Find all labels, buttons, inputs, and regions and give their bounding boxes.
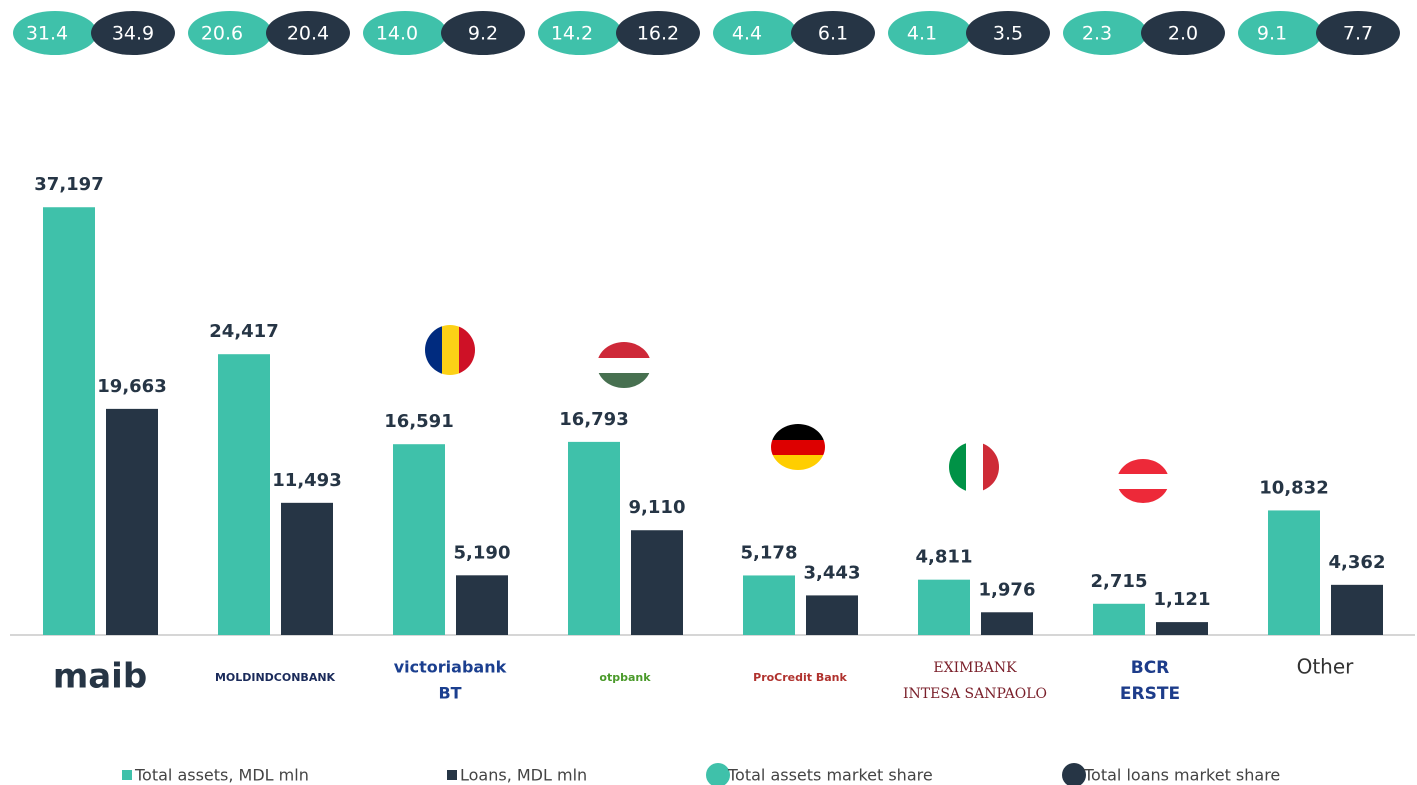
value-label: 1,121 [1154,589,1211,610]
flag-romania [425,325,475,375]
x-tick-label: victoriabank [394,658,507,677]
share-label: 4.1 [907,23,937,45]
legend-swatch [1062,763,1086,785]
bar [631,530,683,635]
share-label: 2.0 [1168,23,1198,45]
value-label: 3,443 [804,562,861,583]
bar [456,575,508,635]
flag-hungary [597,342,651,388]
share-label: 16.2 [637,23,679,45]
legend-swatch [122,770,132,780]
value-label: 10,832 [1259,477,1328,498]
x-tick-label: EXIMBANK [933,660,1017,676]
share-label: 9.2 [468,23,498,45]
share-bubble [538,11,622,55]
bar [918,579,970,635]
x-tick-label: BCR [1131,658,1170,678]
value-label: 37,197 [34,174,103,195]
bar [1093,603,1145,635]
share-bubble [91,11,175,55]
share-bubble [13,11,97,55]
x-tick-label: otpbank [599,671,651,684]
share-label: 20.4 [287,23,329,45]
x-tick-label: BT [438,684,461,703]
bar [43,207,95,635]
share-bubble [966,11,1050,55]
value-label: 9,110 [629,497,686,518]
share-bubble [188,11,272,55]
share-label: 7.7 [1343,23,1373,45]
bar [743,575,795,635]
value-label: 16,591 [384,411,453,432]
share-bubble [441,11,525,55]
bar [106,408,158,635]
share-label: 31.4 [26,23,68,45]
share-bubble [1238,11,1322,55]
value-label: 11,493 [272,470,341,491]
bar [393,444,445,635]
value-label: 16,793 [559,409,628,430]
x-tick-label: INTESA SANPAOLO [903,686,1047,702]
flag-austria [1117,459,1169,503]
bar [1331,584,1383,635]
x-tick-label: maib [53,657,147,697]
share-label: 2.3 [1082,23,1112,45]
x-tick-label: Other [1297,655,1355,679]
share-label: 4.4 [732,23,762,45]
share-bubble [266,11,350,55]
legend-label: Total assets, MDL mln [134,766,309,785]
share-bubble [1141,11,1225,55]
x-tick-label: ProCredit Bank [753,671,847,684]
bar [281,502,333,635]
value-label: 5,178 [741,542,798,563]
share-bubble [791,11,875,55]
share-label: 20.6 [201,23,243,45]
value-label: 1,976 [979,579,1036,600]
value-label: 2,715 [1091,571,1148,592]
share-label: 34.9 [112,23,154,45]
legend-label: Loans, MDL mln [460,766,587,785]
share-label: 14.0 [376,23,418,45]
share-label: 9.1 [1257,23,1287,45]
legend-swatch [447,770,457,780]
bar [218,354,270,635]
share-bubble [1063,11,1147,55]
bar [1156,622,1208,635]
value-label: 4,362 [1329,552,1386,573]
value-label: 24,417 [209,321,278,342]
x-tick-label: MOLDINDCONBANK [215,671,336,684]
share-label: 14.2 [551,23,593,45]
value-label: 4,811 [916,547,973,568]
legend-swatch [706,763,730,785]
bar [568,441,620,635]
bar [981,612,1033,635]
x-tick-label: ERSTE [1120,684,1180,704]
share-bubble [1316,11,1400,55]
share-bubble [616,11,700,55]
bar [806,595,858,635]
share-bubble [713,11,797,55]
share-label: 3.5 [993,23,1023,45]
flag-italy [949,442,999,492]
bar [1268,510,1320,635]
share-label: 6.1 [818,23,848,45]
legend-label: Total loans market share [1083,766,1280,785]
share-bubble [363,11,447,55]
value-label: 19,663 [97,376,166,397]
legend-label: Total assets market share [727,766,933,785]
flag-germany [771,424,825,470]
share-bubble [888,11,972,55]
value-label: 5,190 [454,542,511,563]
